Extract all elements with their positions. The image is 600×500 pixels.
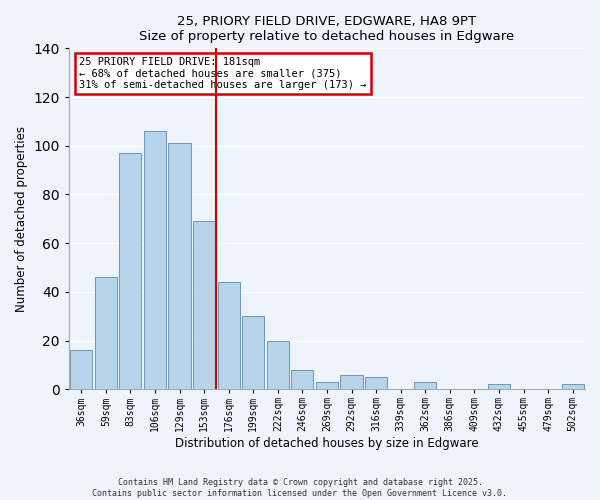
Bar <box>242 316 265 389</box>
Bar <box>414 382 436 389</box>
Bar <box>316 382 338 389</box>
Bar <box>218 282 240 389</box>
Y-axis label: Number of detached properties: Number of detached properties <box>15 126 28 312</box>
Bar <box>292 370 313 389</box>
Title: 25, PRIORY FIELD DRIVE, EDGWARE, HA8 9PT
Size of property relative to detached h: 25, PRIORY FIELD DRIVE, EDGWARE, HA8 9PT… <box>139 15 515 43</box>
Bar <box>488 384 510 389</box>
Bar <box>70 350 92 389</box>
Bar <box>95 277 117 389</box>
Bar <box>169 144 191 389</box>
X-axis label: Distribution of detached houses by size in Edgware: Distribution of detached houses by size … <box>175 437 479 450</box>
Bar <box>340 374 362 389</box>
Bar <box>119 153 142 389</box>
Bar <box>144 131 166 389</box>
Text: Contains HM Land Registry data © Crown copyright and database right 2025.
Contai: Contains HM Land Registry data © Crown c… <box>92 478 508 498</box>
Text: 25 PRIORY FIELD DRIVE: 181sqm
← 68% of detached houses are smaller (375)
31% of : 25 PRIORY FIELD DRIVE: 181sqm ← 68% of d… <box>79 57 367 90</box>
Bar <box>562 384 584 389</box>
Bar <box>193 221 215 389</box>
Bar <box>267 340 289 389</box>
Bar <box>365 377 387 389</box>
